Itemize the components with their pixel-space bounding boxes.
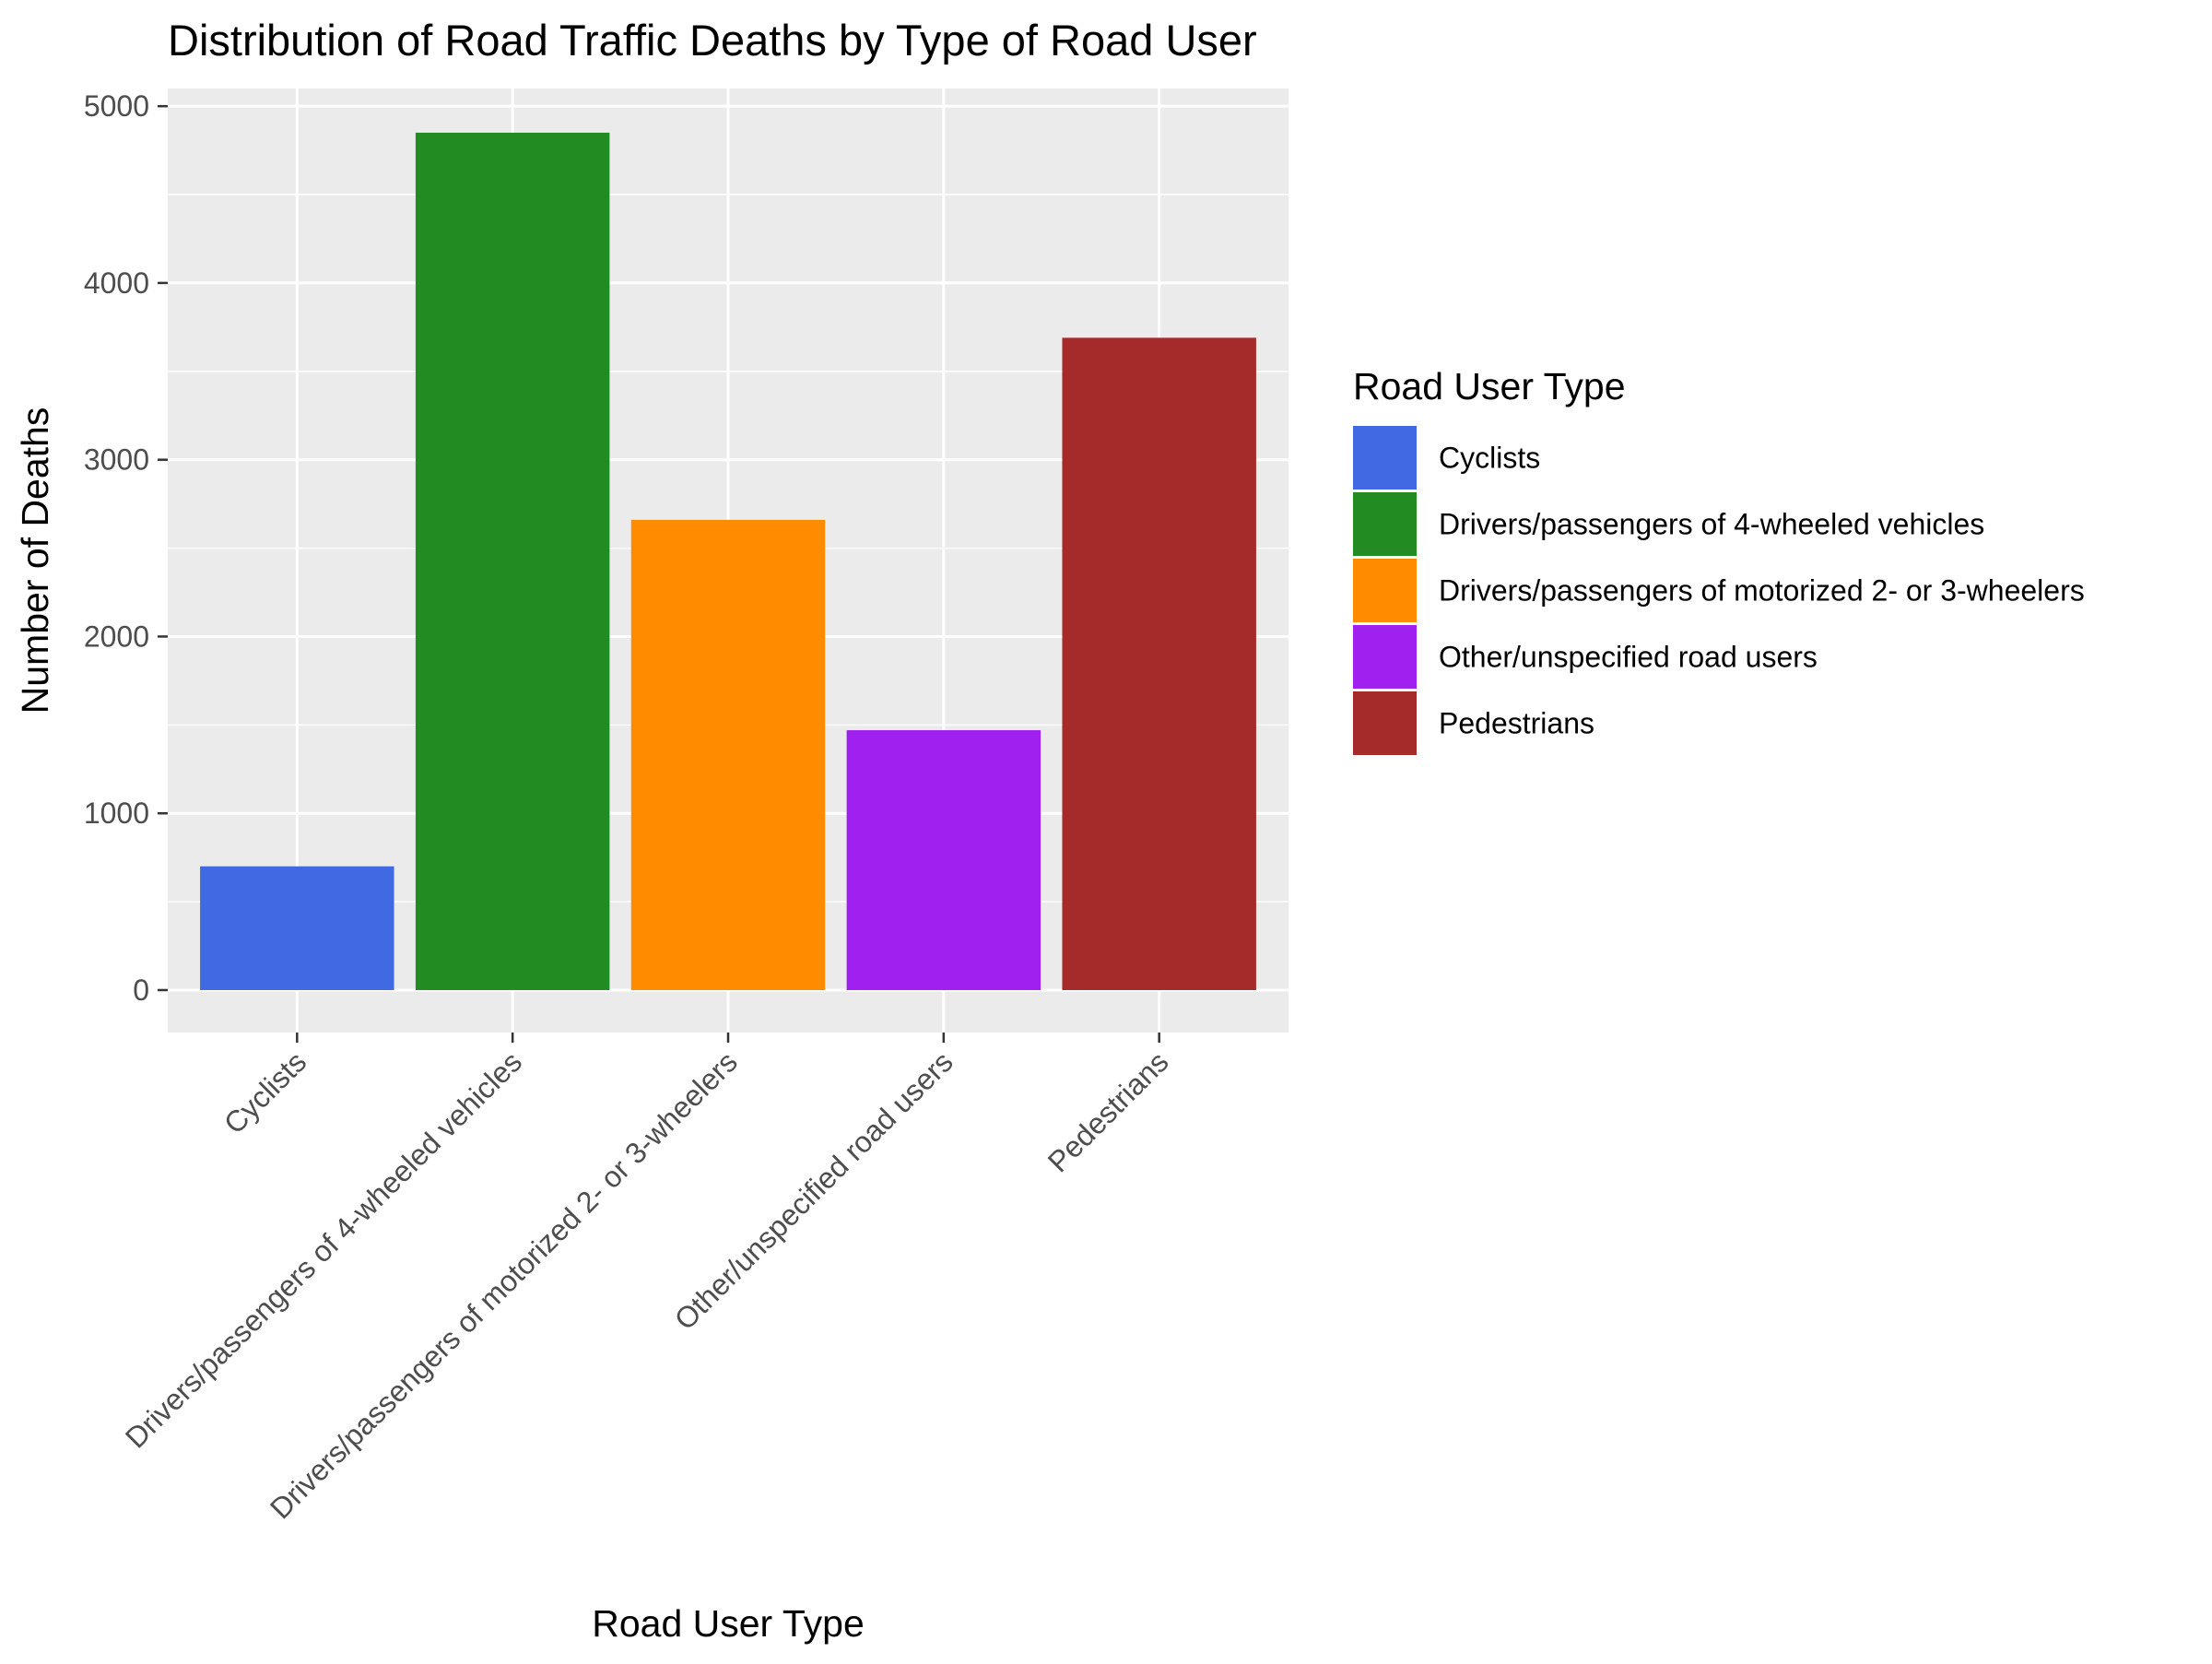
legend-label: Pedestrians <box>1439 707 1594 740</box>
x-axis-title: Road User Type <box>592 1602 865 1645</box>
bars <box>200 132 1256 990</box>
y-tick-label: 4000 <box>84 266 149 300</box>
y-tick-label: 3000 <box>84 443 149 477</box>
x-tick-label: Pedestrians <box>1041 1044 1175 1178</box>
y-tick-label: 5000 <box>84 89 149 123</box>
legend: Road User Type Cyclists Drivers/passenger… <box>1353 365 2085 755</box>
x-tick-label: Drivers/passengers of 4-wheeled vehicles <box>119 1044 528 1454</box>
y-tick-label: 1000 <box>84 797 149 830</box>
x-tick-label: Cyclists <box>218 1044 312 1139</box>
bar <box>200 866 394 990</box>
legend-key <box>1353 691 1417 755</box>
legend-label: Cyclists <box>1439 442 1540 475</box>
legend-key <box>1353 492 1417 556</box>
legend-key <box>1353 559 1417 622</box>
bar <box>630 519 826 990</box>
legend-label: Drivers/passengers of motorized 2- or 3-… <box>1439 574 2085 608</box>
bar <box>846 730 1041 990</box>
legend-key <box>1353 426 1417 490</box>
y-axis-title: Number of Deaths <box>14 407 56 714</box>
legend-label: Drivers/passengers of 4-wheeled vehicles <box>1439 508 1984 541</box>
y-tick-label: 2000 <box>84 620 149 653</box>
x-tick-label: Drivers/passengers of motorized 2- or 3-… <box>264 1044 744 1525</box>
legend-key <box>1353 625 1417 689</box>
chart-title: Distribution of Road Traffic Deaths by T… <box>168 16 1257 65</box>
bar <box>1062 337 1256 990</box>
legend-label: Other/unspecified road users <box>1439 641 1818 674</box>
bar <box>415 132 610 990</box>
y-axis: 0 1000 2000 3000 4000 5000 <box>84 89 168 1007</box>
y-tick-label: 0 <box>133 974 149 1007</box>
legend-title: Road User Type <box>1353 365 1626 407</box>
legend-items: Cyclists Drivers/passengers of 4-wheeled … <box>1353 426 2085 755</box>
